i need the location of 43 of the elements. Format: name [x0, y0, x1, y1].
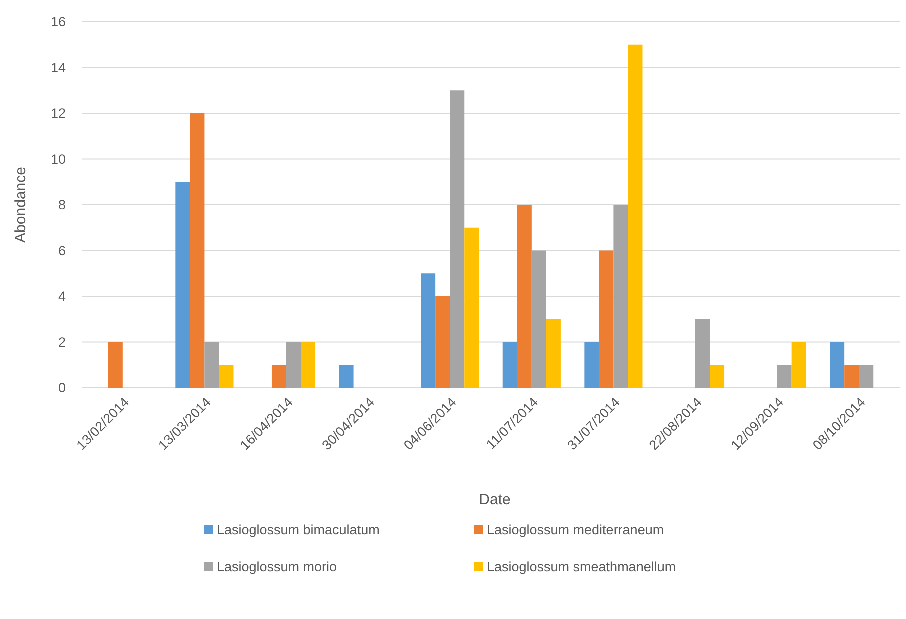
bar	[628, 44, 643, 388]
y-tick-label: 10	[50, 152, 66, 167]
legend-label: Lasioglossum bimaculatum	[217, 522, 380, 538]
bar	[614, 205, 628, 388]
legend-label: Lasioglossum morio	[217, 560, 338, 574]
bar	[777, 365, 792, 388]
y-tick-label: 2	[58, 334, 66, 350]
y-tick-label: 14	[50, 60, 66, 76]
bar	[108, 342, 123, 388]
y-axis-title: Abondance	[12, 167, 30, 243]
bar	[190, 114, 205, 388]
bar	[339, 365, 354, 388]
bar	[844, 365, 860, 388]
y-tick-label: 6	[58, 243, 66, 258]
bar	[696, 319, 710, 388]
y-tick-label: 12	[50, 106, 66, 121]
bar	[204, 342, 220, 388]
bar	[546, 319, 561, 388]
bar	[464, 228, 480, 388]
bar	[710, 365, 725, 388]
y-tick-label: 16	[50, 14, 66, 30]
x-axis-title: Date	[479, 492, 511, 508]
bar	[584, 342, 600, 388]
legend-label: Lasioglossum mediterraneum	[487, 522, 664, 538]
bar	[792, 342, 806, 388]
bar	[450, 90, 465, 388]
bar	[502, 342, 518, 388]
bar	[436, 296, 450, 388]
bar	[219, 365, 234, 388]
y-tick-label: 8	[58, 198, 66, 212]
bar	[286, 342, 302, 388]
bar	[421, 274, 436, 388]
bar	[532, 250, 546, 388]
y-tick-label: 4	[58, 289, 66, 304]
bar	[272, 365, 286, 388]
bar	[830, 342, 845, 388]
y-tick-label: 0	[58, 380, 66, 396]
legend-label: Lasioglossum smeathmanellum	[487, 560, 676, 574]
bar	[176, 182, 190, 388]
bar	[517, 205, 532, 388]
bar	[599, 250, 614, 388]
bar	[301, 342, 316, 388]
bar	[859, 365, 874, 388]
